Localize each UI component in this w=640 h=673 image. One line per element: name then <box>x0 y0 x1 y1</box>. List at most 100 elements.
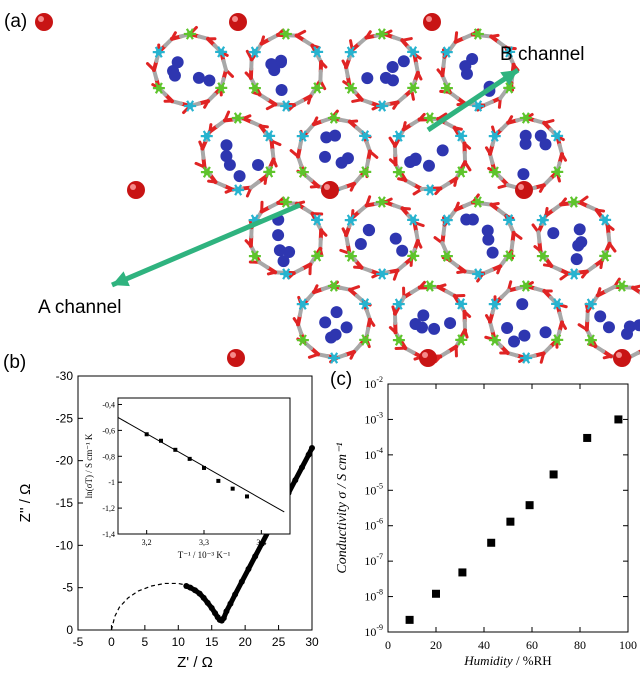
inset-y-tick-label: -1 <box>108 478 115 487</box>
bond <box>244 239 253 248</box>
bond <box>498 88 508 101</box>
metal-atom <box>443 48 450 56</box>
impedance-point <box>252 553 259 560</box>
metal-atom <box>313 216 321 224</box>
bond <box>276 28 285 37</box>
water-molecule <box>539 138 552 151</box>
y-tick-label: 10-3 <box>364 410 383 426</box>
metal-atom <box>587 300 594 308</box>
bond <box>368 318 376 327</box>
metal-atom <box>443 252 451 260</box>
bond <box>306 94 312 105</box>
metal-atom <box>330 114 338 122</box>
conductivity-point <box>614 415 623 424</box>
x-tick-label: 100 <box>619 638 637 652</box>
bond <box>496 264 502 275</box>
metal-atom <box>282 270 290 278</box>
y-tick-label: 10-9 <box>364 623 383 639</box>
metal-atom <box>522 114 530 122</box>
bond <box>349 350 356 360</box>
impedance-point <box>298 464 305 471</box>
inset-y-tick-label: -0,8 <box>102 452 115 461</box>
bond <box>208 123 213 133</box>
water-molecule <box>277 255 290 268</box>
bond <box>544 206 549 217</box>
inset-y-tick-label: -0,4 <box>102 400 115 409</box>
metal-atom <box>395 132 402 140</box>
b-channel-arrow-head <box>500 70 518 86</box>
metal-atom <box>203 132 210 140</box>
impedance-point <box>305 451 312 458</box>
x-tick-label: 0 <box>385 638 391 652</box>
bond <box>241 114 252 120</box>
cation-sphere <box>419 349 437 367</box>
bond <box>436 283 447 289</box>
x-tick-label: 60 <box>526 638 538 652</box>
metal-atom <box>186 102 194 110</box>
bond <box>289 149 300 159</box>
bond <box>584 302 590 313</box>
bond <box>224 188 235 194</box>
metal-atom <box>474 30 482 38</box>
x-tick-label: 40 <box>478 638 490 652</box>
water-molecule <box>341 152 354 165</box>
metal-atom <box>282 102 290 110</box>
inset-y-tick-label: -0,6 <box>102 426 115 435</box>
conductivity-point <box>458 568 467 577</box>
water-molecule <box>283 245 296 258</box>
bond <box>388 136 397 148</box>
inset-y-tick-label: -1,2 <box>102 504 115 513</box>
metal-atom <box>506 84 513 92</box>
cation-highlight <box>422 352 428 358</box>
inset-point <box>173 447 178 452</box>
bond <box>245 49 254 61</box>
bond <box>388 326 397 334</box>
metal-atom <box>347 84 355 92</box>
water-molecule <box>481 224 494 237</box>
metal-atom <box>443 216 450 224</box>
cation-sphere <box>515 181 533 199</box>
bond <box>318 247 324 258</box>
panel-label-a: (a) <box>4 11 27 32</box>
impedance-point <box>238 578 245 585</box>
water-molecule <box>516 298 529 311</box>
bond <box>631 284 640 290</box>
inset-x-tick-label: 3,2 <box>142 538 152 547</box>
metal-atom <box>186 30 194 38</box>
cation-sphere <box>613 349 631 367</box>
bond <box>309 184 320 189</box>
water-molecule <box>192 71 205 84</box>
x-tick-label: 25 <box>272 635 286 649</box>
bond <box>505 183 519 190</box>
metal-atom <box>265 132 273 140</box>
water-molecule <box>633 319 640 332</box>
x-tick-label: 15 <box>205 635 219 649</box>
bond <box>542 119 555 125</box>
fit-arc <box>110 582 187 631</box>
bond <box>388 158 398 166</box>
metal-atom <box>410 252 417 260</box>
metal-atom <box>506 252 513 260</box>
metal-atom <box>378 270 386 278</box>
metal-atom <box>457 132 465 140</box>
a-channel-arrow-head <box>112 271 130 287</box>
metal-atom <box>314 84 321 92</box>
metal-atom <box>443 84 451 92</box>
bond <box>462 142 472 150</box>
metal-atom <box>251 252 259 260</box>
cation-sphere <box>321 181 339 199</box>
bond <box>249 180 261 190</box>
bond <box>349 182 356 192</box>
metal-atom <box>299 336 307 344</box>
bond <box>292 317 300 326</box>
metal-atom <box>618 282 626 290</box>
metal-atom <box>251 48 258 56</box>
bond <box>581 270 589 279</box>
water-molecule <box>273 244 286 257</box>
bond <box>257 260 270 270</box>
inset-point <box>245 494 249 499</box>
metal-atom <box>426 114 434 122</box>
bond <box>270 139 282 147</box>
water-molecule <box>501 321 514 334</box>
bond <box>602 354 613 360</box>
